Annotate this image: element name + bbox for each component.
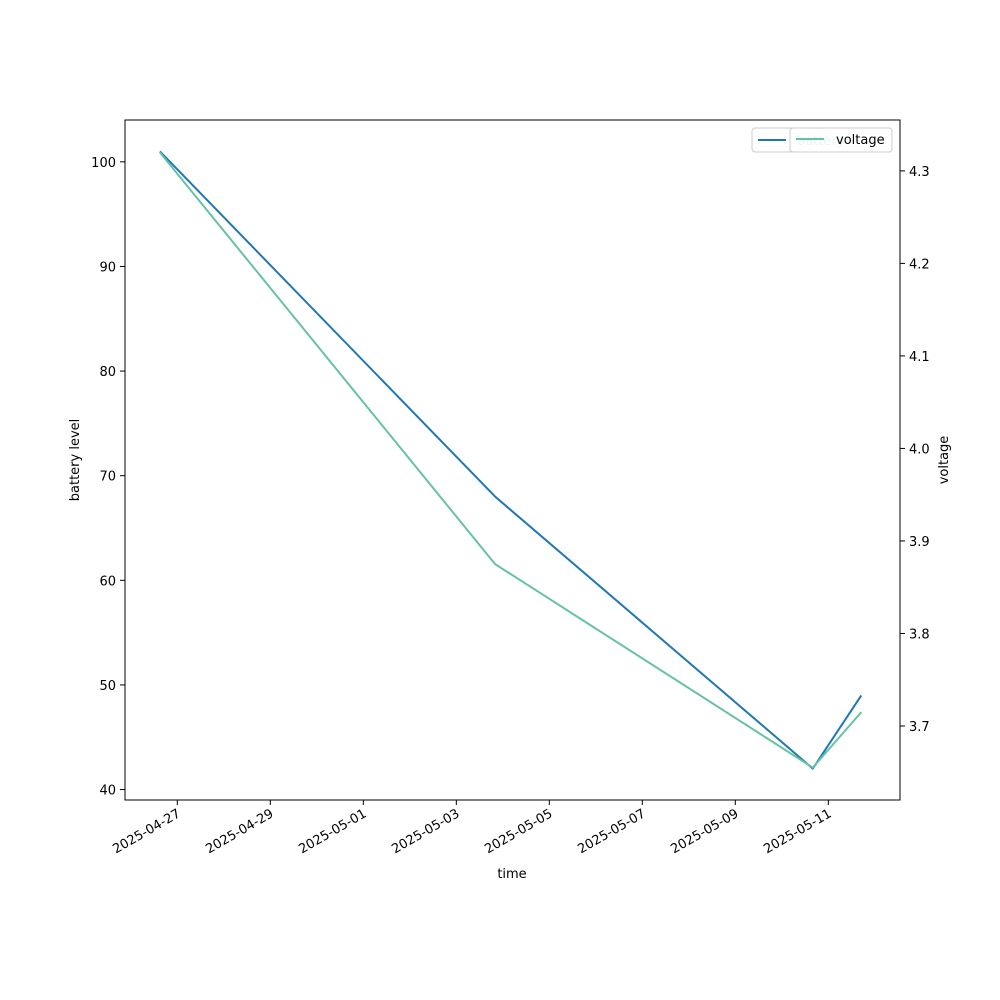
y-left-tick-label: 40 [99, 784, 116, 799]
y-left-tick-label: 100 [91, 156, 116, 171]
plot-frame [124, 119, 901, 801]
plot-area [159, 150, 863, 770]
y-left-tick-label: 60 [99, 574, 116, 589]
y-right-tick-label: 4.0 [909, 442, 930, 457]
y-left-tick-label: 90 [99, 260, 116, 275]
y-axis-left-label: battery level [68, 419, 83, 502]
y-axis-left: 40 50 60 70 80 90 100 [91, 156, 125, 799]
legend-voltage-frame [789, 127, 893, 153]
y-right-tick-label: 3.8 [909, 627, 930, 642]
series-line-voltage [159, 151, 863, 769]
y-right-tick-label: 4.1 [909, 350, 930, 365]
y-right-tick-label: 3.9 [909, 535, 930, 550]
x-axis-label: time [497, 867, 526, 882]
series-line-battery [159, 150, 863, 770]
y-left-tick-label: 70 [99, 470, 116, 485]
y-left-tick-label: 80 [99, 365, 116, 380]
legend-voltage-label: voltage [836, 133, 885, 148]
y-axis-right-label: voltage [937, 436, 952, 485]
y-right-tick-label: 3.7 [909, 720, 930, 735]
y-right-tick-label: 4.3 [909, 165, 930, 180]
y-left-tick-label: 50 [99, 679, 116, 694]
y-right-tick-label: 4.2 [909, 257, 930, 272]
y-axis-right: 3.7 3.8 3.9 4.0 4.1 4.2 4.3 [900, 165, 930, 735]
legend-voltage: voltage [789, 127, 893, 153]
